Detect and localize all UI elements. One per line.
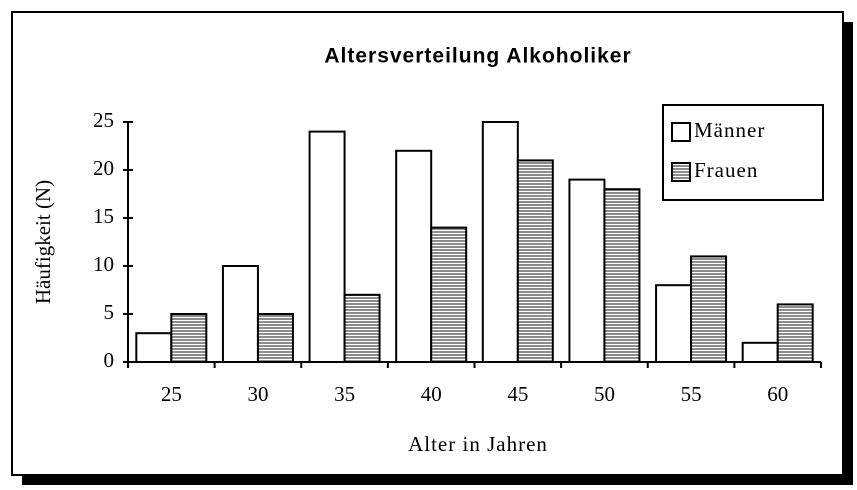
x-tick-label: 50 <box>594 382 615 406</box>
x-tick-label: 35 <box>334 382 355 406</box>
bar <box>568 178 606 363</box>
legend-label: Frauen <box>694 158 758 182</box>
y-tick-label: 25 <box>93 108 114 132</box>
y-tick-label: 10 <box>93 252 114 276</box>
x-tick-label: 40 <box>421 382 442 406</box>
bar <box>170 313 208 363</box>
legend-label: Männer <box>694 118 765 142</box>
y-tick-label: 15 <box>93 204 114 228</box>
y-tick-label: 5 <box>104 300 115 324</box>
bar <box>343 293 381 363</box>
x-tick-label: 30 <box>247 382 268 406</box>
bar <box>741 341 779 363</box>
bar <box>481 121 519 363</box>
bar <box>135 332 173 364</box>
chart-title: Altersverteilung Alkoholiker <box>324 45 631 68</box>
bar <box>776 303 814 363</box>
y-tick-label: 0 <box>104 348 115 372</box>
bar <box>430 226 468 363</box>
bar <box>395 149 433 363</box>
legend-box <box>662 104 824 201</box>
bar <box>256 313 294 363</box>
x-tick-label: 60 <box>767 382 788 406</box>
y-axis-label: Häufigkeit (N) <box>31 180 55 304</box>
x-tick-label: 55 <box>681 382 702 406</box>
bar <box>690 255 728 363</box>
y-tick-label: 20 <box>93 156 114 180</box>
legend-swatch <box>671 122 691 142</box>
x-axis-label: Alter in Jahren <box>408 432 548 456</box>
bar <box>308 130 346 363</box>
bar <box>221 265 259 363</box>
bar <box>655 284 693 364</box>
bar <box>603 188 641 363</box>
legend-swatch <box>671 162 691 182</box>
x-tick-label: 25 <box>161 382 182 406</box>
x-tick-label: 45 <box>507 382 528 406</box>
bar <box>516 159 554 363</box>
